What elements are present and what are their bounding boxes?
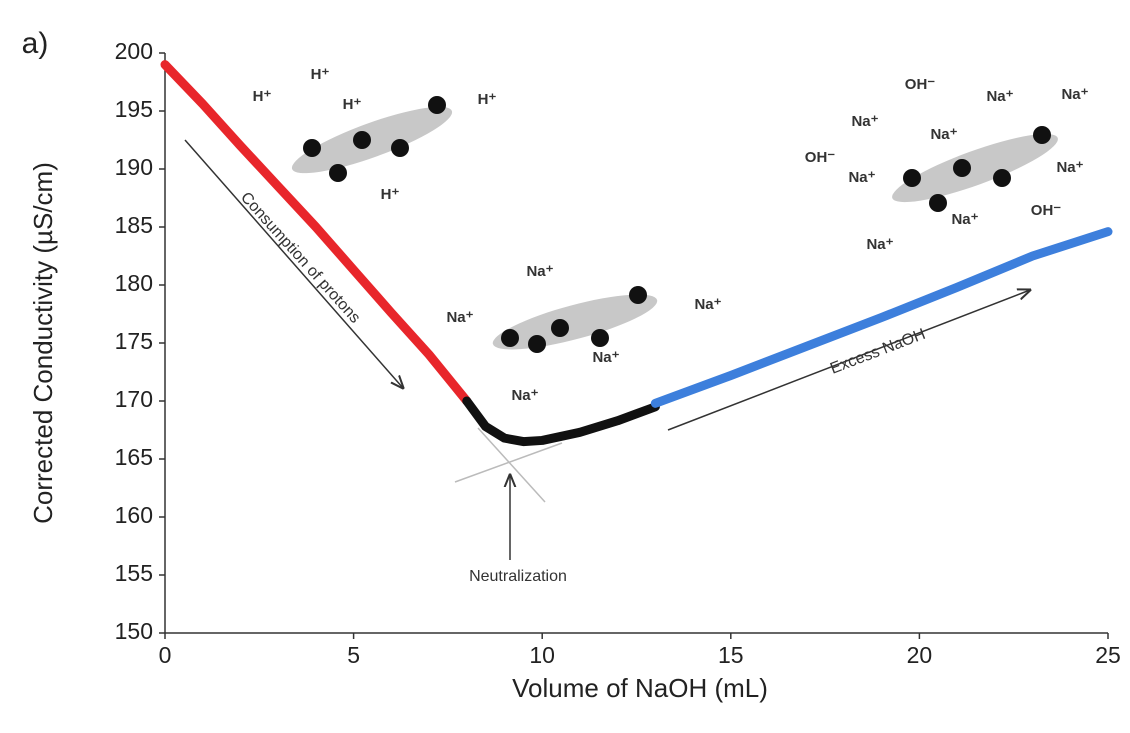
ion-label: OH⁻ [1031, 202, 1062, 219]
ion-label: OH⁻ [905, 76, 936, 93]
y-tick-label: 200 [115, 38, 153, 64]
ion-label: H⁺ [343, 96, 362, 113]
x-axis-label: Volume of NaOH (mL) [512, 673, 768, 703]
y-axis-label: Corrected Conductivity (µS/cm) [28, 162, 58, 524]
ion-label: Na⁺ [446, 309, 473, 326]
ion-label: Na⁺ [851, 113, 878, 130]
ion-label: Na⁺ [848, 169, 875, 186]
x-tick-label: 20 [907, 642, 933, 668]
ion-label: Na⁺ [930, 126, 957, 143]
data-line [467, 401, 656, 442]
ion-label: H⁺ [381, 186, 400, 203]
ion-label: Na⁺ [866, 236, 893, 253]
y-tick-label: 160 [115, 502, 153, 528]
ion-label: Na⁺ [986, 88, 1013, 105]
x-tick-label: 0 [159, 642, 172, 668]
y-tick-label: 180 [115, 270, 153, 296]
ion-label: Na⁺ [951, 211, 978, 228]
y-tick-label: 155 [115, 560, 153, 586]
panel-label: a) [22, 27, 49, 60]
y-tick-label: 195 [115, 96, 153, 122]
y-tick-label: 150 [115, 618, 153, 644]
ion-label: H⁺ [478, 91, 497, 108]
y-tick-label: 185 [115, 212, 153, 238]
ion-label: Na⁺ [1056, 159, 1083, 176]
ion-label: H⁺ [311, 66, 330, 83]
x-tick-label: 25 [1095, 642, 1121, 668]
annotation: Neutralization [469, 568, 567, 585]
y-tick-label: 170 [115, 386, 153, 412]
ion-label: OH⁻ [805, 149, 836, 166]
ion-label: Na⁺ [1061, 86, 1088, 103]
ion-label: H⁺ [253, 88, 272, 105]
ion-label: Na⁺ [526, 263, 553, 280]
y-tick-label: 165 [115, 444, 153, 470]
ion-label: Na⁺ [694, 296, 721, 313]
ion-label: Na⁺ [592, 349, 619, 366]
ion-label: Na⁺ [511, 387, 538, 404]
chart: a) Volume of NaOH (mL) Corrected Conduct… [0, 0, 1130, 733]
x-tick-label: 10 [529, 642, 555, 668]
y-tick-label: 190 [115, 154, 153, 180]
data-line [655, 232, 1108, 404]
x-tick-label: 15 [718, 642, 744, 668]
y-tick-label: 175 [115, 328, 153, 354]
x-tick-label: 5 [347, 642, 360, 668]
